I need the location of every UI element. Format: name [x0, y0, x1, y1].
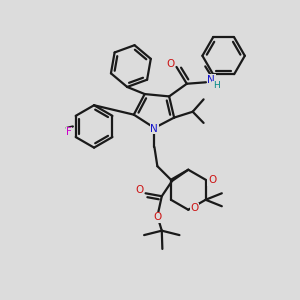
Text: O: O [166, 59, 174, 69]
Text: O: O [208, 175, 216, 185]
Text: H: H [213, 81, 220, 90]
Text: O: O [154, 212, 162, 222]
Text: O: O [135, 185, 143, 195]
Text: F: F [66, 127, 72, 137]
Text: N: N [207, 75, 215, 85]
Text: N: N [150, 124, 158, 134]
Text: O: O [190, 203, 199, 213]
